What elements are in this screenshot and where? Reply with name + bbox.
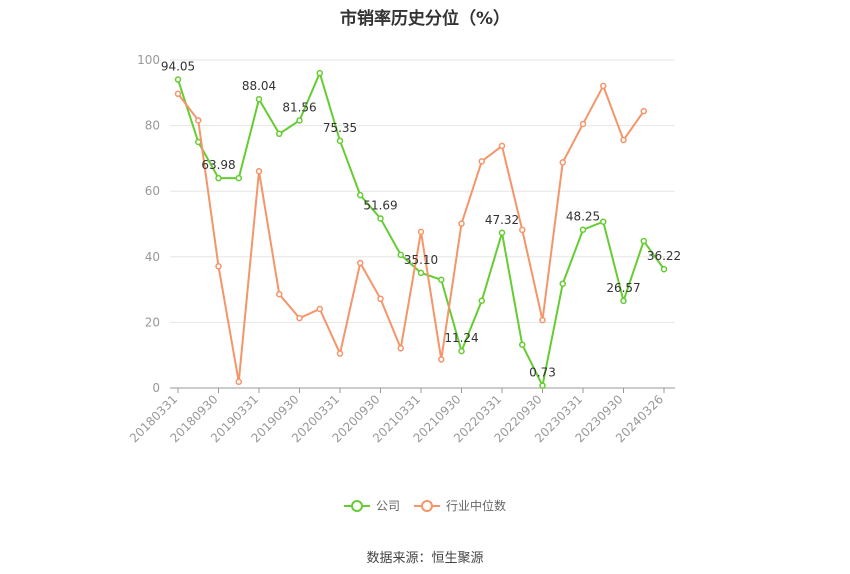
data-point (357, 191, 364, 199)
data-label: 0.73 (529, 366, 556, 380)
legend-industry-label: 行业中位数 (446, 499, 507, 513)
data-label: 47.32 (485, 213, 519, 227)
data-point (438, 356, 445, 363)
data-point (235, 174, 242, 182)
data-label: 35.10 (404, 253, 438, 267)
data-point (600, 82, 607, 90)
data-label: 36.22 (647, 249, 681, 263)
data-point (255, 167, 263, 175)
y-tick-label: 60 (145, 184, 160, 198)
data-point (498, 229, 506, 237)
data-point (579, 226, 587, 233)
data-point (620, 297, 627, 305)
data-point (640, 237, 647, 245)
data-point (559, 280, 566, 287)
data-point (620, 136, 627, 144)
data-point (336, 350, 344, 357)
data-point (397, 251, 404, 259)
data-point (377, 215, 384, 222)
data-point (519, 341, 526, 348)
data-point (519, 226, 526, 234)
data-point (296, 314, 303, 322)
data-point (316, 69, 323, 77)
series-lines (174, 69, 668, 389)
data-point (478, 158, 485, 165)
data-point (316, 305, 323, 313)
data-point (195, 117, 202, 124)
legend-item-industry-median[interactable]: 行业中位数 (414, 497, 506, 514)
data-label: 94.05 (161, 60, 195, 74)
data-point (397, 345, 404, 352)
data-point (215, 263, 222, 270)
y-tick-label: 80 (145, 119, 160, 133)
data-source: 数据来源：恒生聚源 (366, 551, 484, 566)
data-label: 88.04 (242, 79, 276, 93)
data-label: 63.98 (201, 158, 235, 172)
data-point (174, 76, 182, 83)
legend-company-label: 公司 (375, 499, 400, 513)
data-point (336, 137, 344, 145)
data-point (539, 382, 546, 389)
legend-company-marker-icon (343, 499, 370, 512)
data-label: 11.24 (444, 331, 478, 345)
y-tick-label: 100 (137, 53, 160, 67)
data-point (195, 138, 202, 146)
data-label: 48.25 (566, 210, 600, 224)
legend-item-company[interactable]: 公司 (343, 497, 400, 514)
y-tick-label: 40 (145, 250, 160, 264)
data-point (640, 107, 647, 115)
data-point (276, 130, 283, 138)
data-point (438, 276, 445, 284)
data-point (600, 218, 607, 225)
data-label: 26.57 (606, 281, 640, 295)
data-label: 81.56 (282, 100, 316, 114)
data-point (276, 290, 283, 298)
data-point (660, 265, 668, 273)
grid-lines (170, 59, 675, 323)
data-point (579, 120, 587, 128)
data-point (377, 295, 384, 303)
y-tick-label: 0 (152, 381, 160, 395)
series-line-1 (177, 83, 645, 382)
legend-industry-marker-icon (414, 499, 440, 512)
data-point (458, 347, 465, 355)
data-point (215, 174, 222, 182)
data-point (296, 117, 303, 124)
data-point (458, 220, 465, 227)
data-point (498, 142, 506, 150)
data-point (559, 159, 566, 166)
data-point (478, 297, 485, 305)
data-labels: 94.05 63.98 88.04 81.56 75.35 51.69 35.10 11.24… (161, 60, 681, 380)
data-point (255, 95, 263, 103)
data-point (539, 316, 546, 324)
y-tick-label: 20 (145, 315, 160, 329)
data-point (357, 259, 364, 267)
data-label: 51.69 (363, 198, 397, 212)
chart-title: 市销率历史分位（%） (339, 9, 511, 29)
data-point (417, 269, 425, 277)
data-point (235, 378, 242, 386)
data-point (174, 90, 182, 98)
data-point (417, 228, 425, 236)
legend: 公司 行业中位数 (0, 497, 850, 514)
data-label: 75.35 (323, 121, 357, 135)
axes: 0204060801002018033120180930201903312019… (127, 53, 675, 445)
